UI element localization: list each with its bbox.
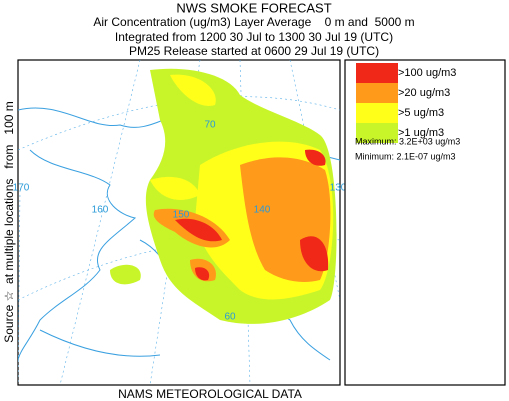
graticule [239,60,251,385]
legend-swatch [356,103,398,123]
graticule-label: 140 [254,205,271,216]
graticule-label: 60 [224,312,236,323]
footer: NAMS METEOROLOGICAL DATA [118,387,302,401]
legend-label: >100 ug/m3 [398,67,456,79]
title: NWS SMOKE FORECAST [176,0,331,15]
minimum: Minimum: 2.1E-07 ug/m3 [355,151,456,161]
smoke-area [150,176,200,200]
graticule-label: 150 [173,210,190,221]
graticule-label: 170 [13,183,30,194]
legend-label: >20 ug/m3 [398,87,450,99]
subtitle: Air Concentration (ug/m3) Layer Average … [93,15,414,29]
smoke-area [170,74,216,106]
legend-label: >1 ug/m3 [398,127,444,139]
smoke-area [110,264,141,285]
graticule-label: 130 [330,183,347,194]
smoke-area [175,218,222,242]
legend-swatch [356,83,398,103]
legend: >100 ug/m3 >20 ug/m3 >5 ug/m3 >1 ug/m3 [356,63,456,143]
graticule [289,60,340,301]
smoke-area [300,236,329,272]
map: 70 60 170 160 150 140 130 [13,59,347,386]
side-label: Source ☆ at multiple locations from 100 … [2,101,16,343]
legend-swatch [356,63,398,83]
subtitle: Integrated from 1200 30 Jul to 1300 30 J… [115,30,393,44]
subtitle: PM25 Release started at 0600 29 Jul 19 (… [129,44,379,58]
smoke-area [305,149,326,166]
legend-swatch [356,123,398,143]
smoke-area [195,267,210,281]
graticule [59,60,141,385]
coastline [39,329,161,357]
coastline [18,149,137,361]
graticule-label: 70 [204,120,216,131]
maximum: Maximum: 3.2E+03 ug/m3 [355,136,460,146]
legend-label: >5 ug/m3 [398,107,444,119]
graticule-label: 160 [92,205,109,216]
graticule [18,96,340,151]
